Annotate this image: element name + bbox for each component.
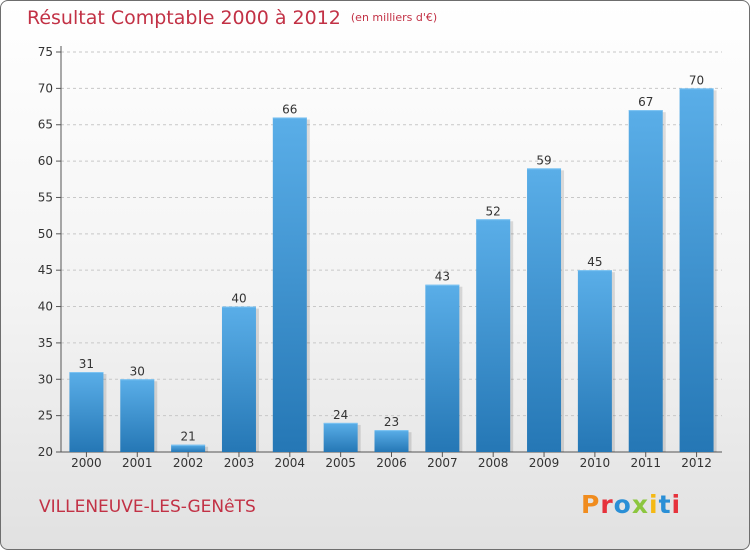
data-label: 30 (130, 364, 145, 378)
bar (171, 444, 206, 452)
chart-title: Résultat Comptable 2000 à 2012 (en millie… (27, 7, 437, 29)
x-tick-label: 2001 (122, 456, 153, 470)
y-tick-label: 70 (38, 81, 53, 95)
x-tick-label: 2011 (630, 456, 661, 470)
chart-title-unit: (en milliers d'€) (350, 11, 438, 24)
x-tick-label: 2005 (325, 456, 356, 470)
data-label: 59 (536, 153, 551, 167)
bar (69, 372, 104, 452)
bar (679, 88, 714, 452)
logo-letter: o (613, 490, 632, 519)
bar (221, 306, 256, 452)
data-label: 23 (384, 415, 399, 429)
data-label: 40 (231, 292, 246, 306)
logo-letter: t (658, 490, 672, 519)
y-tick-label: 60 (38, 154, 53, 168)
y-tick-label: 55 (38, 190, 53, 204)
bar (425, 284, 460, 452)
y-tick-label: 50 (38, 227, 53, 241)
bar (323, 422, 358, 452)
bar (527, 168, 562, 452)
logo-letter: i (649, 490, 659, 519)
x-tick-label: 2012 (681, 456, 712, 470)
commune-name: VILLENEUVE-LES-GENêTS (39, 497, 256, 517)
data-label: 43 (435, 270, 450, 284)
y-tick-label: 20 (38, 445, 53, 459)
data-label: 67 (638, 95, 653, 109)
logo-letter: P (581, 490, 601, 519)
bar (120, 379, 155, 452)
y-tick-label: 30 (38, 372, 53, 386)
chart-title-text: Résultat Comptable 2000 à 2012 (27, 7, 341, 29)
data-label: 70 (689, 73, 704, 87)
data-label: 21 (180, 430, 195, 444)
y-tick-label: 45 (38, 263, 53, 277)
x-tick-label: 2007 (427, 456, 458, 470)
bar (577, 270, 612, 452)
proxiti-logo: Proxiti (581, 490, 681, 519)
y-tick-label: 40 (38, 300, 53, 314)
logo-letter: r (600, 490, 614, 519)
data-label: 52 (486, 204, 501, 218)
y-tick-label: 75 (38, 45, 53, 59)
x-tick-label: 2003 (224, 456, 255, 470)
x-tick-label: 2000 (71, 456, 102, 470)
data-label: 45 (587, 255, 602, 269)
x-tick-label: 2008 (478, 456, 509, 470)
x-tick-label: 2006 (376, 456, 407, 470)
x-tick-label: 2002 (173, 456, 204, 470)
logo-letter: i (671, 490, 682, 519)
bar (272, 117, 307, 453)
x-tick-label: 2009 (529, 456, 560, 470)
data-label: 24 (333, 408, 348, 422)
bar (374, 430, 409, 452)
logo-letter: x (631, 490, 649, 519)
bar (628, 110, 663, 452)
x-tick-label: 2004 (275, 456, 306, 470)
data-label: 31 (79, 357, 94, 371)
x-tick-label: 2010 (580, 456, 611, 470)
data-label: 66 (282, 102, 297, 116)
bar (476, 219, 511, 452)
y-tick-label: 35 (38, 336, 53, 350)
y-tick-label: 65 (38, 118, 53, 132)
y-tick-label: 25 (38, 409, 53, 423)
